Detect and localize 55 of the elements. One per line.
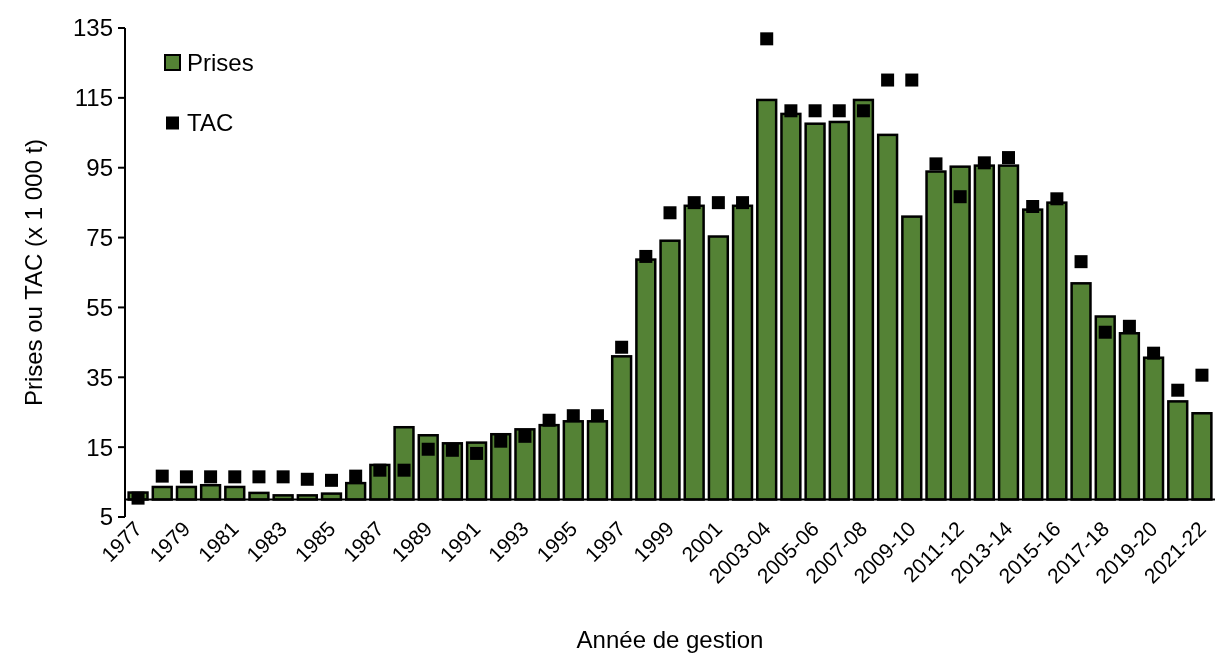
point (204, 470, 218, 484)
point (929, 157, 943, 171)
point (736, 196, 750, 210)
point (300, 472, 314, 486)
point (324, 473, 338, 487)
point (566, 409, 580, 423)
y-tick-label: 75 (86, 223, 113, 251)
point (155, 469, 169, 483)
point (542, 413, 556, 427)
point (687, 196, 701, 210)
point (179, 470, 193, 484)
point (373, 463, 387, 477)
point (1002, 151, 1016, 165)
point (518, 429, 532, 443)
point (228, 470, 242, 484)
point (1122, 319, 1136, 333)
point (276, 470, 290, 484)
point (349, 469, 363, 483)
y-tick-label: 55 (86, 293, 113, 321)
point (421, 442, 435, 456)
point (445, 443, 459, 457)
point (953, 190, 967, 204)
point (977, 156, 991, 170)
point (590, 409, 604, 423)
y-tick-label: 95 (86, 154, 113, 182)
point (1147, 346, 1161, 360)
point (1026, 199, 1040, 213)
point (615, 340, 629, 354)
point (494, 434, 508, 448)
point (639, 249, 653, 263)
legend-label: Prises (187, 49, 254, 77)
point (1195, 368, 1209, 382)
point (905, 73, 919, 87)
point (663, 206, 677, 220)
x-axis-title: Année de gestion (576, 626, 764, 653)
y-tick-label: 115 (74, 84, 113, 112)
point (711, 196, 725, 210)
point (881, 73, 895, 87)
legend-label: TAC (187, 109, 234, 137)
y-tick-label: 135 (72, 14, 113, 42)
point (397, 463, 411, 477)
point (832, 104, 846, 118)
point (1074, 255, 1088, 269)
point (760, 32, 774, 46)
point (252, 470, 266, 484)
point (1050, 192, 1064, 206)
y-tick-label: 35 (86, 363, 113, 391)
point (1098, 325, 1112, 339)
point (808, 104, 822, 118)
y-tick-label: 15 (86, 433, 113, 461)
y-axis-title: Prises ou TAC (x 1 000 t) (20, 138, 47, 407)
point (1171, 383, 1185, 397)
point (784, 104, 798, 118)
point (856, 104, 870, 118)
point (470, 446, 484, 460)
